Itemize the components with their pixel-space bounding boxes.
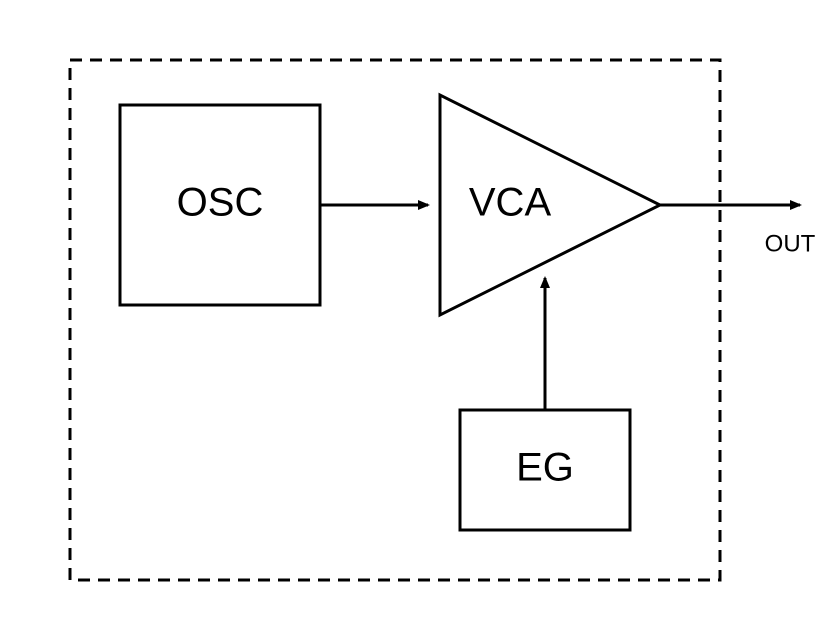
out-label: OUT [765,230,816,257]
vca-label: VCA [469,181,552,225]
module-boundary [70,60,720,580]
eg-label: EG [516,446,574,490]
osc-label: OSC [177,181,264,225]
signal-flow-diagram: OSC VCA EG OUT [0,0,840,633]
